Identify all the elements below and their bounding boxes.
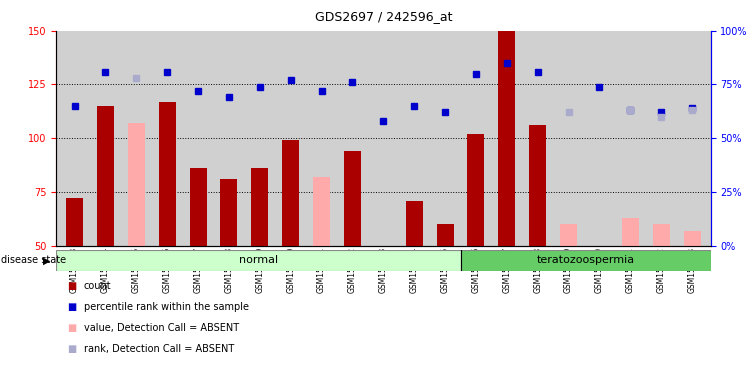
Bar [190, 168, 206, 246]
Bar [251, 168, 269, 246]
Text: rank, Detection Call = ABSENT: rank, Detection Call = ABSENT [84, 344, 234, 354]
Bar [560, 224, 577, 246]
Text: ▶: ▶ [43, 255, 51, 265]
Text: count: count [84, 281, 111, 291]
Text: value, Detection Call = ABSENT: value, Detection Call = ABSENT [84, 323, 239, 333]
Bar [530, 125, 546, 246]
Bar [468, 134, 485, 246]
Bar [221, 179, 237, 246]
Bar [56, 250, 462, 271]
Text: teratozoospermia: teratozoospermia [537, 255, 635, 265]
Bar [159, 102, 176, 246]
Text: GDS2697 / 242596_at: GDS2697 / 242596_at [315, 10, 452, 23]
Bar [498, 31, 515, 246]
Bar [684, 231, 701, 246]
Text: disease state: disease state [1, 255, 67, 265]
Bar [622, 218, 639, 246]
Bar [375, 246, 392, 349]
Bar [97, 106, 114, 246]
Bar [653, 224, 669, 246]
Bar [462, 250, 711, 271]
Bar [405, 200, 423, 246]
Bar [128, 123, 145, 246]
Text: ■: ■ [67, 281, 76, 291]
Text: percentile rank within the sample: percentile rank within the sample [84, 302, 249, 312]
Bar [66, 199, 83, 246]
Text: ■: ■ [67, 323, 76, 333]
Text: ■: ■ [67, 302, 76, 312]
Text: ■: ■ [67, 344, 76, 354]
Bar [313, 177, 330, 246]
Text: normal: normal [239, 255, 278, 265]
Bar [437, 224, 453, 246]
Bar [282, 141, 299, 246]
Bar [344, 151, 361, 246]
